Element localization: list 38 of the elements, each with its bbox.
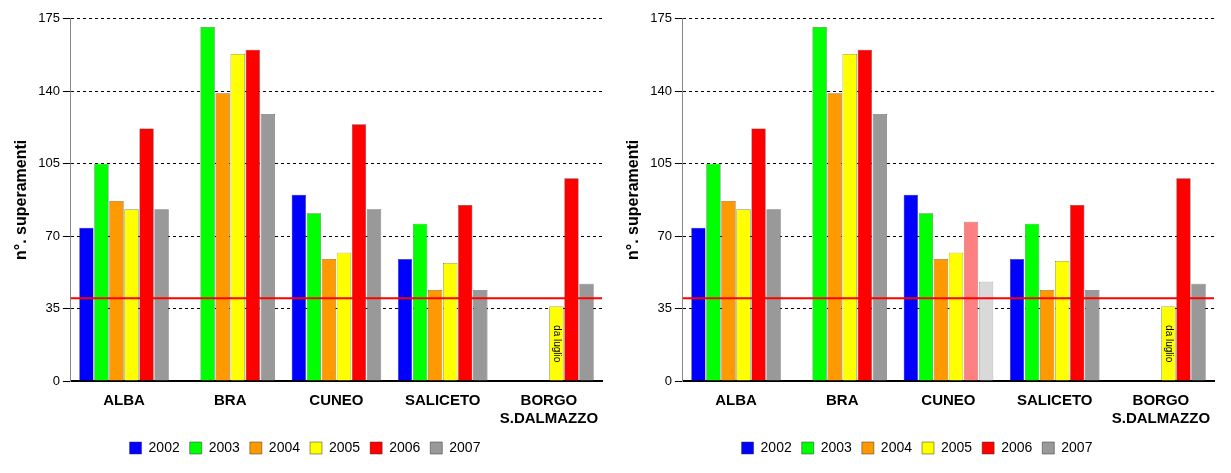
legend-label: 2002	[760, 438, 792, 455]
legend-label: 2003	[208, 438, 241, 455]
x-tick-label: BRA	[213, 391, 247, 409]
y-tick-label: 70	[45, 227, 60, 243]
legend-label: 2006	[1001, 438, 1033, 455]
legend-label: 2007	[1061, 438, 1093, 455]
x-tick-label: SALICETO	[1016, 391, 1093, 409]
x-tick-label: CUNEO	[309, 391, 364, 409]
annotation: da luglio	[1163, 325, 1175, 363]
y-tick-label: 175	[650, 10, 672, 26]
x-tick-label: BORGO S.DALMAZZO	[1111, 391, 1211, 427]
y-axis-title: n°. superamenti	[12, 139, 30, 260]
y-tick-label: 105	[650, 155, 672, 171]
legend-label: 2004	[880, 438, 913, 455]
x-tick-label: BORGO S.DALMAZZO	[499, 391, 599, 427]
y-tick-label: 35	[657, 300, 672, 316]
legend-label: 2003	[820, 438, 853, 455]
annotation: da luglio	[551, 325, 563, 363]
x-tick-label: ALBA	[715, 391, 757, 409]
y-tick-label: 175	[38, 10, 60, 26]
x-tick-label: SALICETO	[404, 391, 481, 409]
y-tick-label: 35	[45, 300, 60, 316]
y-axis-title: n°. superamenti	[624, 139, 642, 260]
y-tick-label: 105	[38, 155, 60, 171]
legend-label: 2004	[268, 438, 301, 455]
y-tick-label: 70	[657, 227, 672, 243]
y-tick-label: 0	[664, 372, 672, 388]
legend-label: 2002	[148, 438, 180, 455]
legend-label: 2005	[941, 438, 973, 455]
y-tick-label: 140	[38, 82, 60, 98]
x-tick-label: BRA	[825, 391, 859, 409]
y-tick-label: 0	[52, 372, 60, 388]
x-tick-label: CUNEO	[921, 391, 976, 409]
y-tick-label: 140	[650, 82, 672, 98]
legend-label: 2007	[449, 438, 481, 455]
legend-label: 2006	[389, 438, 421, 455]
x-tick-label: ALBA	[103, 391, 145, 409]
legend-label: 2005	[329, 438, 361, 455]
